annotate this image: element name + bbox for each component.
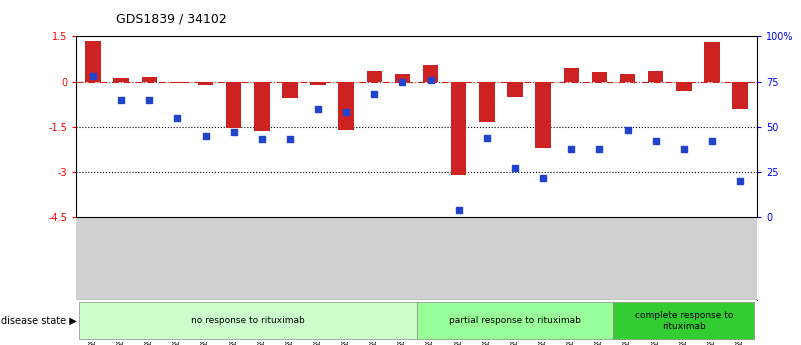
Bar [676, 81, 691, 90]
Bar [395, 74, 410, 81]
Point [396, 79, 409, 84]
Point [425, 77, 437, 82]
Bar [198, 81, 213, 85]
Text: no response to rituximab: no response to rituximab [191, 316, 304, 325]
Bar [310, 81, 326, 85]
Bar [507, 81, 523, 97]
Point [650, 138, 662, 144]
Bar [564, 68, 579, 81]
Point [199, 133, 212, 139]
Bar [648, 71, 663, 81]
Bar [85, 41, 101, 81]
Point [481, 135, 493, 140]
Point [537, 175, 549, 180]
Legend: log2 ratio, percentile rank within the sample: log2 ratio, percentile rank within the s… [81, 318, 256, 340]
Bar [114, 78, 129, 81]
Point [593, 146, 606, 151]
Bar [423, 65, 438, 81]
Point [621, 128, 634, 133]
Bar [367, 71, 382, 81]
Bar [226, 81, 241, 128]
Bar [479, 81, 494, 122]
Point [340, 109, 352, 115]
FancyBboxPatch shape [79, 302, 417, 339]
Text: disease state ▶: disease state ▶ [1, 316, 77, 326]
Point [453, 207, 465, 213]
Point [509, 166, 521, 171]
Bar [339, 81, 354, 130]
Bar [535, 81, 551, 148]
Point [171, 115, 183, 120]
Point [256, 137, 268, 142]
Text: complete response to
rituximab: complete response to rituximab [634, 311, 733, 331]
Point [312, 106, 324, 111]
Point [734, 178, 747, 184]
Point [115, 97, 127, 102]
Bar [732, 81, 748, 109]
Bar [451, 81, 466, 175]
Point [284, 137, 296, 142]
Bar [620, 74, 635, 81]
Bar [254, 81, 269, 131]
Point [565, 146, 578, 151]
Bar [704, 42, 719, 81]
Point [706, 138, 718, 144]
Text: partial response to rituximab: partial response to rituximab [449, 316, 581, 325]
Point [87, 73, 99, 79]
FancyBboxPatch shape [417, 302, 614, 339]
Bar [142, 77, 157, 81]
FancyBboxPatch shape [614, 302, 754, 339]
Point [678, 146, 690, 151]
Point [227, 129, 240, 135]
Bar [282, 81, 298, 98]
Point [368, 91, 380, 97]
Bar [592, 72, 607, 81]
Text: GDS1839 / 34102: GDS1839 / 34102 [116, 13, 227, 26]
Bar [170, 81, 185, 83]
Point [143, 97, 155, 102]
